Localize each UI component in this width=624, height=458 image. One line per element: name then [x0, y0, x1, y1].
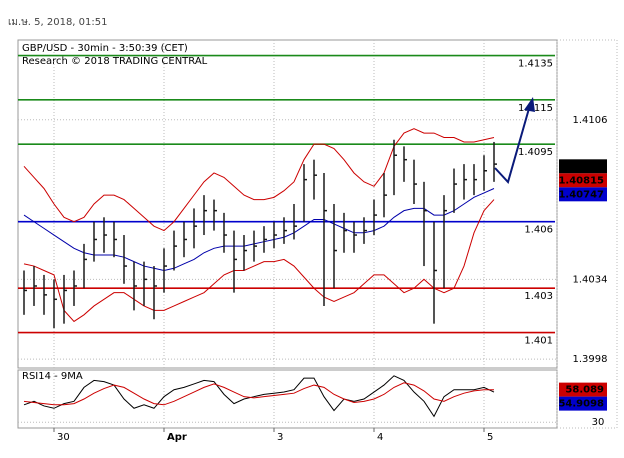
- value-box: [559, 159, 607, 174]
- rsi-line: [23, 375, 495, 418]
- rsi-line: [23, 382, 494, 406]
- level-label: 1.4095: [518, 147, 553, 158]
- value-box-label: 1.40815: [558, 175, 604, 186]
- rsi-title: RSI14 - 9MA: [22, 371, 83, 382]
- y-tick-label: 1.4034: [573, 274, 608, 285]
- chart-title: GBP/USD - 30min - 3:50:39 (CET): [22, 43, 188, 54]
- indicator-line: [23, 188, 495, 271]
- value-box: [559, 396, 607, 411]
- value-box-label: 54.9098: [558, 399, 604, 410]
- arrow-head: [524, 97, 535, 112]
- x-tick-label: 5: [487, 432, 493, 443]
- level-label: 1.4135: [518, 59, 553, 70]
- value-box-label: 1.40747: [558, 189, 604, 200]
- forecast-arrow: [494, 104, 531, 184]
- value-box: [559, 187, 607, 202]
- value-box: [559, 173, 607, 188]
- y-tick-label: 1.4106: [573, 115, 608, 126]
- chart-subtitle: Research © 2018 TRADING CENTRAL: [22, 56, 208, 67]
- level-label: 1.4115: [518, 103, 553, 114]
- x-tick-label: Apr: [167, 432, 187, 443]
- y-tick-label: 1.3998: [573, 354, 608, 365]
- indicator-line: [23, 128, 495, 232]
- value-box-label: 1.4085: [565, 161, 604, 172]
- value-box: [559, 382, 607, 397]
- indicator-line: [23, 199, 495, 323]
- level-label: 1.403: [524, 291, 553, 302]
- x-tick-label: 3: [277, 432, 283, 443]
- rsi-tick-label: 30: [592, 417, 605, 428]
- value-box-label: 58.089: [565, 385, 604, 396]
- timestamp: เม.ษ. 5, 2018, 01:51: [8, 17, 107, 28]
- x-tick-label: 30: [57, 432, 70, 443]
- axis-panel: [556, 39, 618, 429]
- level-label: 1.401: [524, 336, 553, 347]
- level-label: 1.406: [524, 225, 553, 236]
- x-tick-label: 4: [377, 432, 383, 443]
